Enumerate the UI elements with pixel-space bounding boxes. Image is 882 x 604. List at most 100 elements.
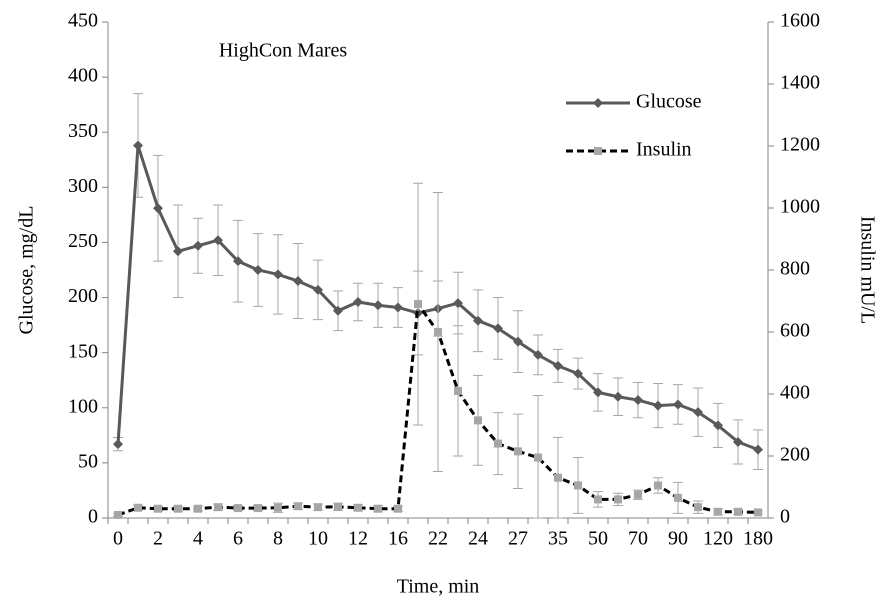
data-point — [313, 284, 323, 295]
data-point — [654, 481, 662, 490]
data-point — [233, 256, 243, 267]
x-tick-label: 180 — [743, 528, 773, 550]
y-tick-label: 0 — [88, 506, 98, 528]
y-tick-label: 150 — [68, 340, 98, 362]
data-point — [454, 386, 462, 395]
data-point — [474, 416, 482, 425]
y2-tick-label: 1400 — [780, 72, 820, 94]
y2-tick-label: 0 — [780, 506, 790, 528]
data-point — [274, 503, 282, 512]
data-point — [374, 504, 382, 513]
data-point — [434, 328, 442, 336]
data-point — [394, 504, 402, 513]
y-tick-label: 300 — [68, 175, 98, 197]
data-point — [733, 436, 743, 447]
data-point — [194, 504, 202, 513]
annotation: HighCon Mares — [219, 40, 348, 62]
data-point — [574, 481, 582, 490]
y-tick-label: 100 — [68, 395, 98, 417]
y2-tick-label: 200 — [780, 444, 810, 466]
data-point — [213, 235, 223, 246]
y-tick-label: 450 — [68, 10, 98, 32]
data-point — [453, 298, 463, 309]
data-point — [193, 240, 203, 251]
y2-tick-label: 1600 — [780, 10, 820, 32]
x-tick-label: 4 — [193, 528, 203, 550]
y2-tick-label: 400 — [780, 382, 810, 404]
data-point — [353, 296, 363, 307]
y-axis-label: Glucose, mg/dL — [16, 206, 38, 335]
x-tick-label: 70 — [628, 528, 648, 550]
y-tick-label: 50 — [78, 450, 98, 472]
data-point — [513, 336, 523, 347]
data-point — [253, 265, 263, 275]
x-axis-label: Time, min — [397, 576, 480, 598]
data-point — [234, 504, 242, 513]
data-point — [514, 447, 522, 456]
data-point — [154, 504, 162, 513]
data-point — [214, 503, 222, 512]
x-tick-label: 90 — [668, 528, 688, 550]
x-tick-label: 10 — [308, 528, 328, 550]
x-tick-label: 16 — [388, 528, 408, 550]
data-point — [393, 302, 403, 313]
data-point — [293, 276, 303, 287]
data-point — [373, 300, 383, 311]
data-point — [414, 300, 422, 309]
x-tick-label: 35 — [548, 528, 568, 550]
data-point — [753, 444, 763, 455]
y2-axis-label: Insulin mU/L — [856, 216, 878, 324]
y-tick-label: 250 — [68, 230, 98, 252]
y2-tick-label: 1000 — [780, 196, 820, 218]
data-point — [593, 387, 603, 398]
data-point — [653, 400, 663, 411]
data-point — [673, 399, 683, 410]
data-point — [113, 439, 123, 450]
data-point — [173, 246, 183, 257]
data-point — [294, 502, 302, 511]
x-tick-label: 2 — [153, 528, 163, 550]
data-point — [114, 510, 122, 519]
data-point — [713, 420, 723, 431]
data-point — [133, 140, 143, 151]
data-point — [273, 269, 283, 280]
data-point — [333, 305, 343, 316]
legend-label: Insulin — [636, 139, 692, 161]
data-point — [254, 504, 262, 513]
y-tick-label: 350 — [68, 120, 98, 142]
x-tick-label: 22 — [428, 528, 448, 550]
data-point — [354, 503, 362, 512]
data-point — [613, 391, 623, 402]
data-point — [674, 493, 682, 502]
data-point — [473, 315, 483, 326]
data-point — [334, 502, 342, 511]
data-point — [533, 349, 543, 360]
data-point — [714, 507, 722, 516]
y-tick-label: 200 — [68, 285, 98, 307]
data-point — [493, 323, 503, 334]
y2-tick-label: 800 — [780, 258, 810, 280]
x-tick-label: 50 — [588, 528, 608, 550]
data-point — [134, 503, 142, 512]
data-point — [614, 495, 622, 504]
legend-marker — [594, 147, 602, 155]
data-point — [573, 368, 583, 379]
data-point — [694, 503, 702, 512]
x-tick-label: 24 — [468, 528, 488, 550]
y2-tick-label: 600 — [780, 320, 810, 342]
legend-marker — [593, 98, 603, 108]
data-point — [153, 203, 163, 214]
x-tick-label: 12 — [348, 528, 368, 550]
data-point — [633, 395, 643, 406]
x-tick-label: 8 — [273, 528, 283, 550]
data-point — [693, 407, 703, 418]
y2-tick-label: 1200 — [780, 134, 820, 156]
data-point — [534, 453, 542, 462]
data-point — [494, 439, 502, 448]
data-point — [634, 490, 642, 499]
y-tick-label: 400 — [68, 65, 98, 87]
data-point — [554, 473, 562, 482]
data-point — [594, 495, 602, 504]
data-point — [174, 504, 182, 513]
